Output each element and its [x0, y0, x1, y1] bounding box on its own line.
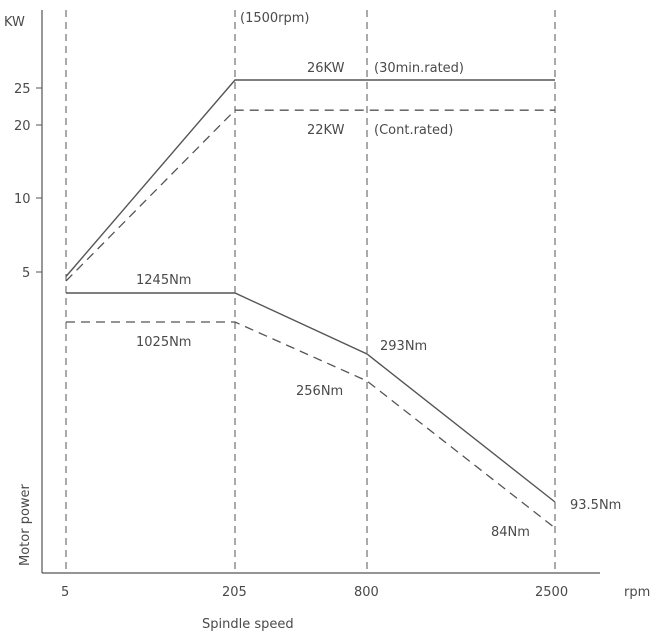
- power-30min-line: [65, 79, 555, 277]
- x-tick-label-205: 205: [222, 585, 247, 600]
- y-tick-label-25: 25: [14, 82, 31, 97]
- torque-cont-line: [66, 321, 556, 529]
- top-rpm-annotation: (1500rpm): [240, 11, 310, 26]
- power-cont-value-label: 22KW: [307, 123, 345, 138]
- x-tick-label-2500: 2500: [535, 585, 568, 600]
- y-tick-label-10: 10: [14, 192, 31, 207]
- x-tick-label-5: 5: [61, 585, 69, 600]
- power-30min-value-label: 26KW: [307, 61, 345, 76]
- torque-293-label: 293Nm: [380, 339, 427, 354]
- torque-1245-label: 1245Nm: [136, 273, 191, 288]
- torque-30min-line: [66, 292, 556, 503]
- power-cont-line: [65, 109, 555, 282]
- x-axis-title: Spindle speed: [202, 617, 294, 632]
- x-tick-label-800: 800: [354, 585, 379, 600]
- x-unit-label: rpm: [624, 585, 650, 600]
- y-axis-title: Motor power: [18, 483, 33, 566]
- torque-84-label: 84Nm: [491, 525, 530, 540]
- torque-256-label: 256Nm: [296, 384, 343, 399]
- y-tick-label-20: 20: [14, 119, 31, 134]
- power-cont-rating-label: (Cont.rated): [374, 123, 453, 138]
- power-30min-rating-label: (30min.rated): [374, 61, 464, 76]
- torque-1025-label: 1025Nm: [136, 335, 191, 350]
- y-unit-label: KW: [4, 15, 25, 30]
- torque-93-5-label: 93.5Nm: [570, 498, 621, 513]
- y-tick-label-5: 5: [22, 266, 30, 281]
